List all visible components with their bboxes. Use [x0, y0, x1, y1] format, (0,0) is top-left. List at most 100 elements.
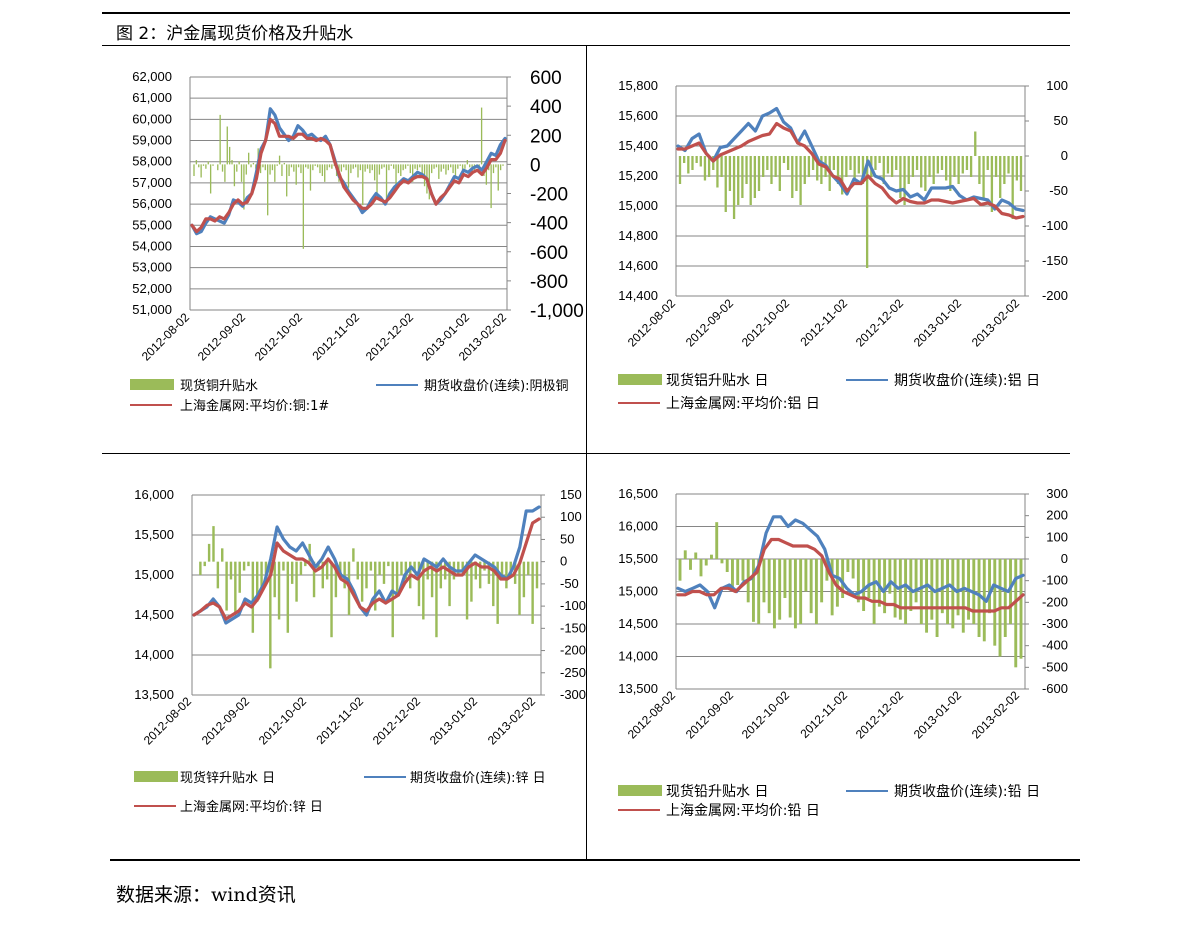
- spread-bar: [799, 559, 803, 624]
- spread-bar: [383, 164, 385, 168]
- spread-bar: [352, 164, 354, 169]
- spread-bar: [678, 559, 682, 581]
- spread-bar: [712, 156, 715, 170]
- spread-bar: [496, 561, 499, 624]
- legend-swatch-bar: [134, 771, 178, 782]
- spread-bar: [940, 156, 944, 170]
- spread-bar: [312, 164, 314, 171]
- spread-bar: [832, 156, 836, 170]
- spread-bar: [925, 559, 929, 633]
- y2-tick-label: 0: [1061, 148, 1068, 163]
- spread-bar: [339, 561, 342, 575]
- spread-bar: [452, 164, 454, 174]
- y2-tick-label: -300: [1042, 616, 1068, 631]
- spread-bar: [974, 131, 977, 156]
- spot-average-line: [192, 517, 541, 621]
- spread-bar: [915, 156, 919, 170]
- spread-bar: [795, 156, 798, 191]
- spread-bar: [459, 164, 461, 166]
- spread-bar: [872, 559, 876, 624]
- spread-bar: [352, 548, 355, 562]
- spread-bar: [845, 156, 848, 177]
- spread-bar: [281, 164, 283, 177]
- spread-bar: [209, 164, 212, 194]
- spread-bar: [330, 561, 333, 638]
- legend-label: 上海金属网:平均价:铅 日: [666, 803, 820, 819]
- spread-bar: [454, 164, 457, 178]
- spread-bar: [345, 164, 347, 171]
- y2-tick-label: -50: [1049, 183, 1068, 198]
- spread-bar: [295, 164, 297, 185]
- y-tick-label: 60,000: [132, 111, 172, 126]
- spread-bar: [438, 164, 440, 179]
- spread-bar: [448, 561, 451, 607]
- y-tick-label: 16,000: [618, 519, 658, 534]
- y-tick-label: 13,500: [618, 681, 658, 696]
- spread-bar: [321, 561, 324, 589]
- spread-bar: [936, 156, 939, 174]
- spread-bar: [321, 164, 324, 177]
- spread-bar: [224, 164, 226, 182]
- spread-bar: [835, 559, 839, 607]
- spread-bar: [260, 561, 263, 589]
- spread-bar: [466, 160, 469, 165]
- spread-bar: [293, 164, 295, 172]
- spread-bar: [356, 561, 359, 580]
- spread-bar: [334, 561, 338, 598]
- spread-bar: [814, 559, 818, 624]
- spread-bar: [1015, 156, 1018, 181]
- spread-bar: [369, 164, 371, 174]
- spread-bar: [269, 561, 272, 669]
- spread-bar: [737, 156, 740, 205]
- y2-tick-label: -400: [1042, 638, 1068, 653]
- spread-bar: [414, 164, 416, 169]
- spread-bar: [899, 156, 902, 198]
- spread-bar: [395, 164, 397, 191]
- spread-bar: [751, 559, 755, 622]
- spread-bar: [978, 156, 981, 184]
- y-tick-label: 56,000: [132, 196, 172, 211]
- spread-bar: [904, 559, 908, 624]
- spread-bar: [882, 156, 885, 184]
- top-rule-thick: [102, 12, 1070, 14]
- spread-bar: [240, 164, 243, 182]
- legend-swatch-bar: [130, 379, 174, 390]
- spread-bar: [1003, 559, 1007, 637]
- spread-bar: [397, 164, 400, 174]
- spread-bar: [920, 156, 923, 188]
- legend-label: 期货收盘价(连续):锌 日: [410, 770, 546, 786]
- y2-tick-label: -150: [1042, 253, 1068, 268]
- y2-tick-label: -300: [560, 687, 586, 702]
- spread-bar: [259, 164, 262, 174]
- spread-bar: [378, 561, 381, 575]
- spread-bar: [243, 164, 245, 210]
- spread-bar: [404, 561, 408, 580]
- spread-bar: [725, 559, 729, 572]
- spread-bar: [928, 156, 931, 177]
- spread-bar: [1014, 559, 1018, 668]
- spread-bar: [248, 152, 250, 165]
- spread-bar: [683, 550, 687, 559]
- spread-bar: [381, 164, 383, 169]
- spread-bar: [911, 156, 915, 177]
- spread-bar: [295, 561, 298, 602]
- spread-bar: [299, 561, 303, 575]
- y-tick-label: 54,000: [132, 238, 172, 253]
- spread-bar: [480, 107, 483, 165]
- y2-tick-label: 300: [1046, 486, 1068, 501]
- spread-bar: [221, 548, 224, 562]
- spread-bar: [286, 561, 290, 633]
- spread-bar: [319, 164, 321, 174]
- spread-bar: [914, 559, 918, 603]
- spread-bar: [749, 156, 752, 205]
- spread-bar: [193, 164, 195, 177]
- spread-bar: [364, 164, 366, 172]
- spread-bar: [286, 164, 288, 197]
- spread-bar: [724, 156, 727, 212]
- spread-bar: [445, 164, 447, 175]
- spread-bar: [919, 559, 923, 624]
- spread-bar: [485, 164, 488, 185]
- y2-tick-label: -200: [560, 643, 586, 658]
- spread-bar: [283, 162, 285, 165]
